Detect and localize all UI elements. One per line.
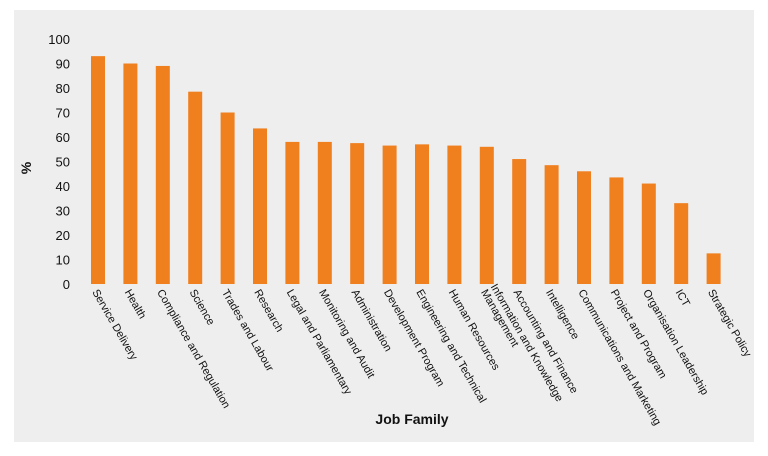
x-tick-label: Health [122, 288, 148, 322]
x-tick-label: Strategic Policy [705, 288, 754, 360]
x-tick-label: ICT [673, 288, 692, 310]
y-tick-label: 90 [56, 57, 70, 72]
y-tick-label: 60 [56, 130, 70, 145]
bar [479, 146, 494, 284]
x-tick-label: Science [187, 288, 217, 328]
bar [123, 63, 138, 284]
x-tick-label-line: Research [251, 288, 285, 335]
y-tick-label: 50 [56, 155, 70, 170]
bar [415, 144, 429, 284]
y-axis-title: % [18, 161, 34, 174]
y-tick-label: 10 [56, 253, 70, 268]
y-tick-label: 100 [48, 32, 70, 47]
bar [91, 56, 105, 285]
x-tick-label: Legal and Parliamentary [284, 288, 354, 398]
bar [253, 128, 267, 284]
bars [91, 56, 721, 285]
y-tick-label: 70 [56, 106, 70, 121]
bar [155, 65, 170, 284]
x-tick-label-line: ICT [673, 288, 692, 310]
y-axis-ticks: 0 10 20 30 40 50 60 70 80 90 100 [48, 32, 70, 292]
bar [447, 145, 462, 284]
x-tick-label-line: Strategic Policy [705, 288, 754, 360]
bar [544, 165, 559, 284]
x-tick-label: Intelligence [543, 288, 581, 342]
y-tick-label: 40 [56, 179, 70, 194]
bar [577, 171, 591, 284]
y-tick-label: 20 [56, 228, 70, 243]
bar [220, 112, 235, 284]
x-tick-label-line: Development Program [381, 288, 446, 389]
bar [706, 253, 721, 284]
bar [188, 91, 203, 284]
x-tick-label: Research [251, 288, 285, 335]
bar [641, 183, 656, 284]
x-axis-title: Job Family [375, 411, 448, 427]
bar [674, 203, 689, 284]
x-tick-label-line: Intelligence [543, 288, 581, 342]
x-tick-label: Development Program [381, 288, 446, 389]
y-tick-label: 30 [56, 204, 70, 219]
y-tick-label: 0 [63, 277, 70, 292]
bar [512, 159, 527, 284]
bar [350, 143, 365, 284]
x-tick-label-line: Science [187, 288, 217, 328]
x-tick-label: Compliance and Regulation [154, 288, 232, 411]
y-tick-label: 80 [56, 81, 70, 96]
bar [285, 141, 300, 284]
bar [382, 145, 397, 284]
x-tick-label-line: Compliance and Regulation [154, 288, 232, 411]
x-tick-label-line: Health [122, 288, 148, 322]
bar [609, 177, 624, 284]
bar [317, 141, 332, 284]
x-tick-label-line: Legal and Parliamentary [284, 288, 354, 398]
